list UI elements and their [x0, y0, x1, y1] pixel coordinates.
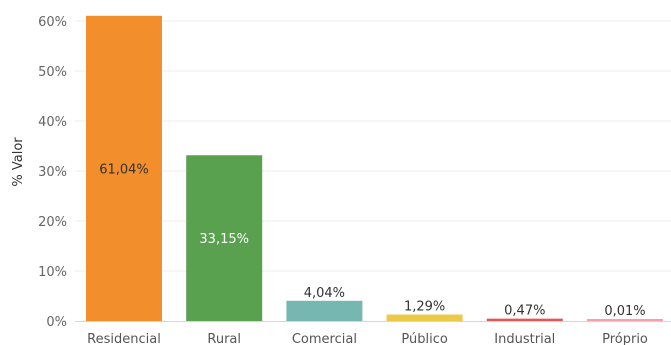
bar	[86, 15, 162, 322]
data-label: 61,04%	[99, 162, 149, 177]
bars	[86, 15, 663, 322]
x-category-label: Industrial	[494, 332, 555, 345]
y-tick-label: 50%	[38, 65, 67, 80]
x-category-label: Público	[401, 332, 447, 345]
data-label: 33,15%	[199, 232, 249, 247]
data-label: 4,04%	[304, 286, 345, 301]
y-tick-label: 30%	[38, 165, 67, 180]
y-tick-label: 10%	[38, 265, 67, 280]
x-axis-categories: Residencial Rural Comercial Público Industri…	[87, 332, 648, 345]
data-label: 0,47%	[504, 304, 545, 319]
y-axis-label: % Valor	[11, 137, 26, 187]
bar	[186, 155, 263, 321]
bar	[587, 319, 663, 321]
y-tick-label: 40%	[38, 115, 67, 130]
bar	[386, 314, 463, 321]
y-axis-ticks: 0% 10% 20% 30% 40% 50% 60%	[38, 15, 67, 330]
x-category-label: Residencial	[87, 332, 161, 345]
x-category-label: Próprio	[602, 332, 648, 345]
bar	[486, 318, 563, 321]
data-labels: 61,04% 33,15% 4,04% 1,29% 0,47% 0,01%	[99, 162, 645, 319]
y-tick-label: 60%	[38, 15, 67, 30]
data-label: 0,01%	[604, 304, 645, 319]
data-label: 1,29%	[404, 300, 445, 315]
x-category-label: Comercial	[292, 332, 357, 345]
x-category-label: Rural	[207, 332, 241, 345]
y-tick-label: 20%	[38, 215, 67, 230]
y-tick-label: 0%	[46, 315, 67, 330]
bar	[286, 300, 363, 321]
gridlines	[75, 20, 671, 272]
